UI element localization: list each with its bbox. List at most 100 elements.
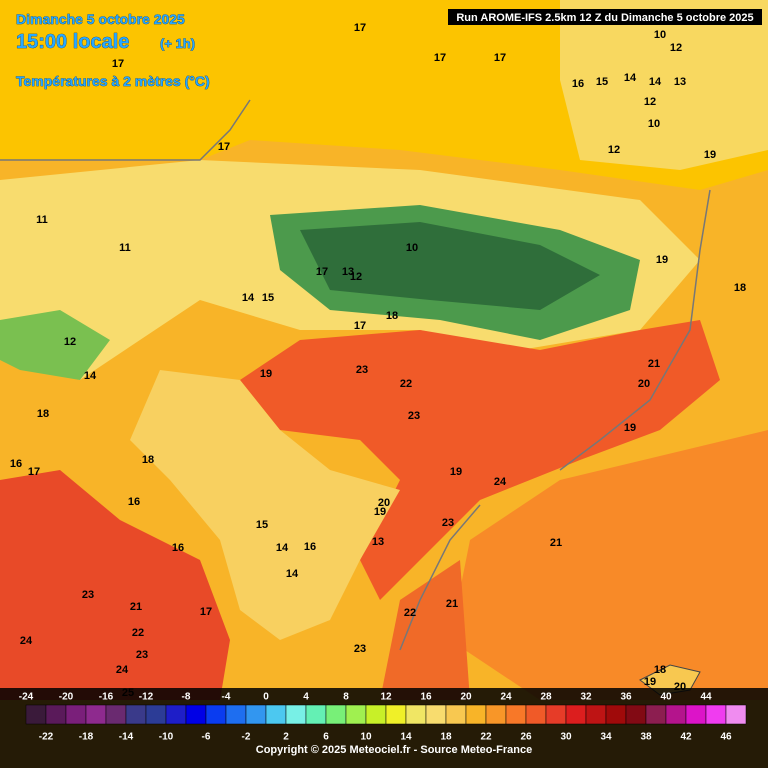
legend-swatch [705,704,727,725]
high-mountains [300,222,600,310]
legend-swatch [65,704,87,725]
legend-swatch [685,704,707,725]
legend-swatch [25,704,47,725]
temperature-label: 22 [404,607,416,619]
temperature-label: 16 [304,541,316,553]
legend-label: 36 [620,692,632,703]
legend-swatch [725,704,747,725]
legend-label: 12 [380,692,392,703]
legend-label: -20 [59,692,74,703]
legend-swatch [165,704,187,725]
legend-swatch [485,704,507,725]
temperature-label: 14 [276,542,289,554]
temperature-label: 22 [132,627,144,639]
temperature-label: 14 [624,72,637,84]
legend-label: 16 [420,692,432,703]
run-box [448,9,762,25]
temperature-label: 16 [572,78,584,90]
temperature-label: 13 [342,266,354,278]
time-title: 15:00 locale [16,31,129,53]
legend-swatch [185,704,207,725]
temperature-label: 10 [406,242,418,254]
temperature-label: 19 [450,466,462,478]
temperature-label: 17 [316,266,328,278]
temperature-label: 17 [494,52,506,64]
temperature-label: 17 [354,320,366,332]
temperature-label: 18 [142,454,154,466]
temperature-label: 14 [286,568,299,580]
legend-label: -8 [182,692,191,703]
temperature-label: 11 [119,242,131,254]
legend-swatch [365,704,387,725]
legend-swatch [225,704,247,725]
temperature-label: 21 [130,601,142,613]
legend-swatch [625,704,647,725]
temperature-label: 14 [242,292,255,304]
legend-swatch [305,704,327,725]
temperature-label: 18 [37,408,49,420]
legend-swatch [245,704,267,725]
temperature-label: 12 [64,336,76,348]
temperature-label: 11 [36,214,48,226]
time-offset: (+ 1h) [160,36,195,51]
temperature-label: 14 [649,76,662,88]
temperature-label: 21 [550,537,562,549]
legend-label: 4 [303,692,309,703]
legend-swatch [265,704,287,725]
legend-swatch [405,704,427,725]
legend-swatch [145,704,167,725]
legend-swatch [385,704,407,725]
legend-label: 44 [700,692,712,703]
coast-warm [380,560,470,700]
temperature-label: 19 [374,506,386,518]
legend-swatch [605,704,627,725]
temperature-label: 19 [644,676,656,688]
legend-label: 26 [520,732,532,743]
legend-swatch [325,704,347,725]
legend-swatch [465,704,487,725]
temperature-label: 13 [674,76,686,88]
legend-swatch [445,704,467,725]
legend-swatch [645,704,667,725]
temperature-label: 19 [704,149,716,161]
legend-label: -12 [139,692,154,703]
legend-label: 20 [460,692,472,703]
temperature-label: 24 [116,664,129,676]
copyright: Copyright © 2025 Meteociel.fr - Source M… [256,744,532,756]
legend-label: 18 [440,732,452,743]
legend-background [0,688,768,768]
temperature-label: 23 [408,410,420,422]
temperature-label: 17 [434,52,446,64]
legend-swatch [285,704,307,725]
legend-label: 10 [360,732,372,743]
temperature-label: 12 [608,144,620,156]
temperature-label: 23 [356,364,368,376]
legend-label: 40 [660,692,672,703]
temperature-label: 19 [260,368,272,380]
legend-label: 38 [640,732,652,743]
legend-swatch [585,704,607,725]
legend-label: 0 [263,692,269,703]
temperature-label: 22 [400,378,412,390]
temperature-label: 18 [386,310,398,322]
subtitle: Températures à 2 mètres (°C) [16,73,210,89]
legend-swatch [425,704,447,725]
temperature-label: 12 [350,271,362,283]
temperature-label: 23 [82,589,94,601]
legend-swatch [665,704,687,725]
inland-plateau [130,370,400,640]
legend-label: -16 [99,692,114,703]
west-hills [0,310,110,380]
south-east-sea [450,430,768,700]
warm-area [240,320,720,600]
south-west-warm [0,470,230,700]
temperature-label: 10 [654,29,666,41]
legend-swatch [545,704,567,725]
legend-label: 2 [283,732,289,743]
temperature-label: 17 [200,606,212,618]
temperature-label: 18 [734,282,746,294]
temperature-label: 17 [28,466,40,478]
legend-label: 28 [540,692,552,703]
temperature-label: 20 [638,378,650,390]
temperature-label: 12 [670,42,682,54]
